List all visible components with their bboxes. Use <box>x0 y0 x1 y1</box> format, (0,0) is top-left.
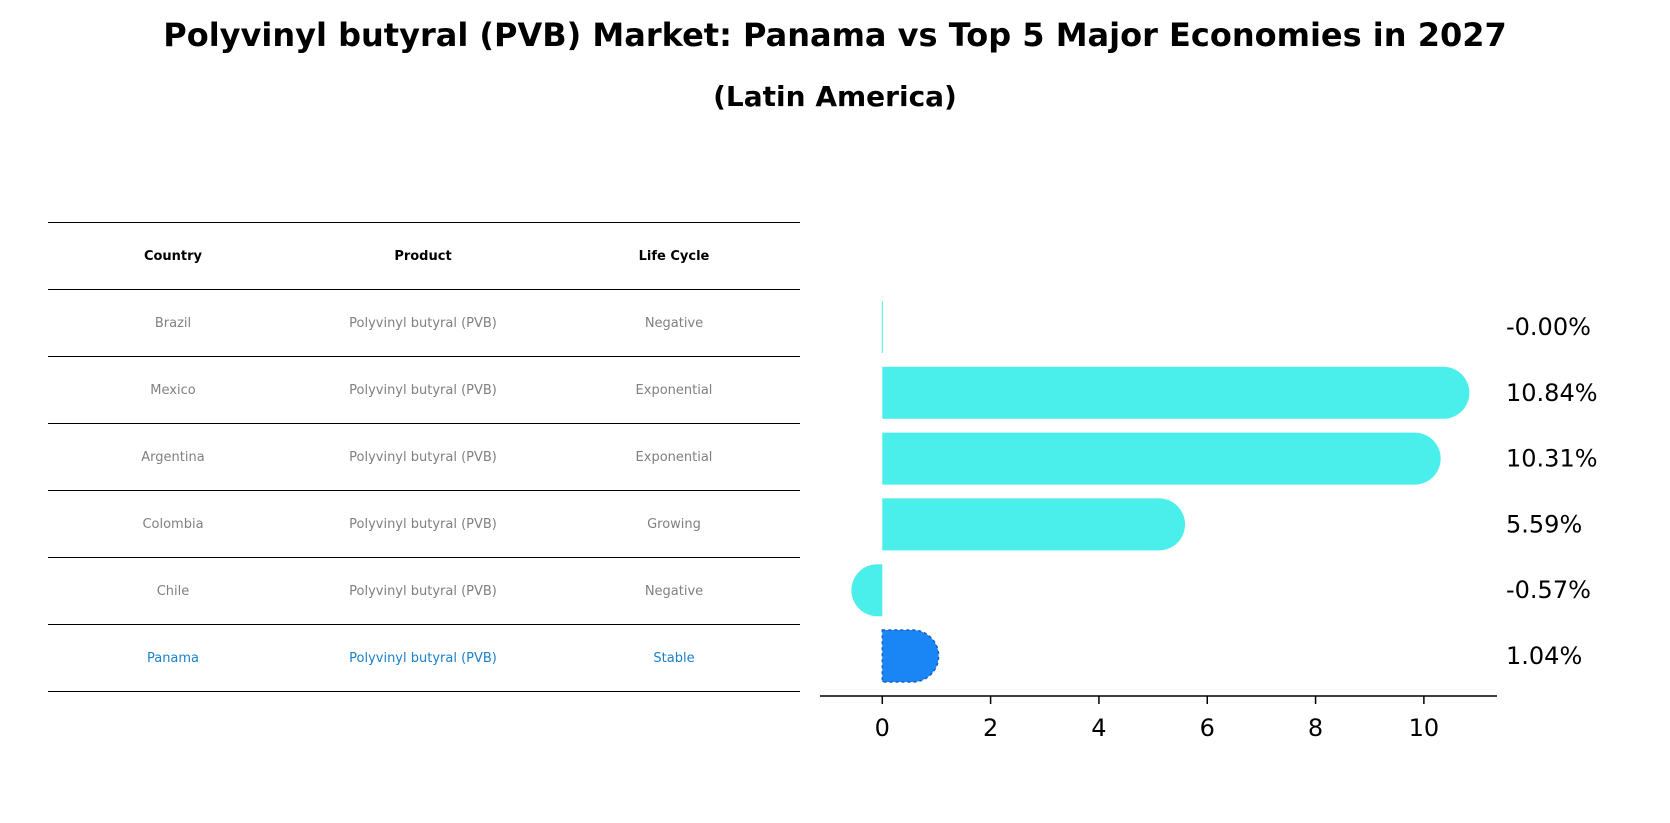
bar <box>882 630 939 682</box>
header-life-cycle: Life Cycle <box>548 222 800 290</box>
chart-title: Polyvinyl butyral (PVB) Market: Panama v… <box>163 16 1507 54</box>
data-label: 1.04% <box>1506 642 1582 670</box>
data-label: 5.59% <box>1506 510 1582 538</box>
bar <box>881 301 883 353</box>
bar <box>882 366 1470 419</box>
cell-life-cycle: Growing <box>548 490 800 558</box>
cell-life-cycle: Negative <box>548 289 800 357</box>
data-label: -0.57% <box>1506 576 1591 604</box>
cell-country: Brazil <box>48 289 298 357</box>
table-row: Argentina Polyvinyl butyral (PVB) Expone… <box>48 423 800 491</box>
cell-product: Polyvinyl butyral (PVB) <box>298 356 548 424</box>
cell-product: Polyvinyl butyral (PVB) <box>298 490 548 558</box>
bar-outline <box>881 629 940 683</box>
table-row: Mexico Polyvinyl butyral (PVB) Exponenti… <box>48 356 800 424</box>
data-label: 10.31% <box>1506 445 1598 473</box>
cell-life-cycle: Stable <box>548 624 800 692</box>
cell-product: Polyvinyl butyral (PVB) <box>298 624 548 692</box>
header-product: Product <box>298 222 548 290</box>
data-label: -0.00% <box>1506 313 1591 341</box>
cell-country: Panama <box>48 624 298 692</box>
x-tick-label: 4 <box>1091 714 1106 742</box>
bar <box>882 432 1441 485</box>
table-header-row: Country Product Life Cycle <box>48 222 800 290</box>
bar <box>851 564 883 617</box>
cell-product: Polyvinyl butyral (PVB) <box>298 289 548 357</box>
cell-country: Chile <box>48 557 298 625</box>
header-country: Country <box>48 222 298 290</box>
x-tick-label: 6 <box>1200 714 1215 742</box>
cell-life-cycle: Exponential <box>548 356 800 424</box>
x-tick-label: 0 <box>875 714 890 742</box>
cell-country: Argentina <box>48 423 298 491</box>
x-tick-label: 10 <box>1409 714 1440 742</box>
table-row: Chile Polyvinyl butyral (PVB) Negative <box>48 557 800 625</box>
bar <box>882 498 1186 551</box>
data-label: 10.84% <box>1506 379 1598 407</box>
cell-country: Colombia <box>48 490 298 558</box>
x-tick-label: 8 <box>1308 714 1323 742</box>
life-cycle-table: Country Product Life Cycle Brazil Polyvi… <box>48 222 800 692</box>
table-row: Brazil Polyvinyl butyral (PVB) Negative <box>48 289 800 357</box>
table-row: Colombia Polyvinyl butyral (PVB) Growing <box>48 490 800 558</box>
cell-country: Mexico <box>48 356 298 424</box>
x-tick-label: 2 <box>983 714 998 742</box>
cell-life-cycle: Exponential <box>548 423 800 491</box>
table-row-highlight: Panama Polyvinyl butyral (PVB) Stable <box>48 624 800 692</box>
chart-subtitle: (Latin America) <box>713 80 957 113</box>
cell-life-cycle: Negative <box>548 557 800 625</box>
